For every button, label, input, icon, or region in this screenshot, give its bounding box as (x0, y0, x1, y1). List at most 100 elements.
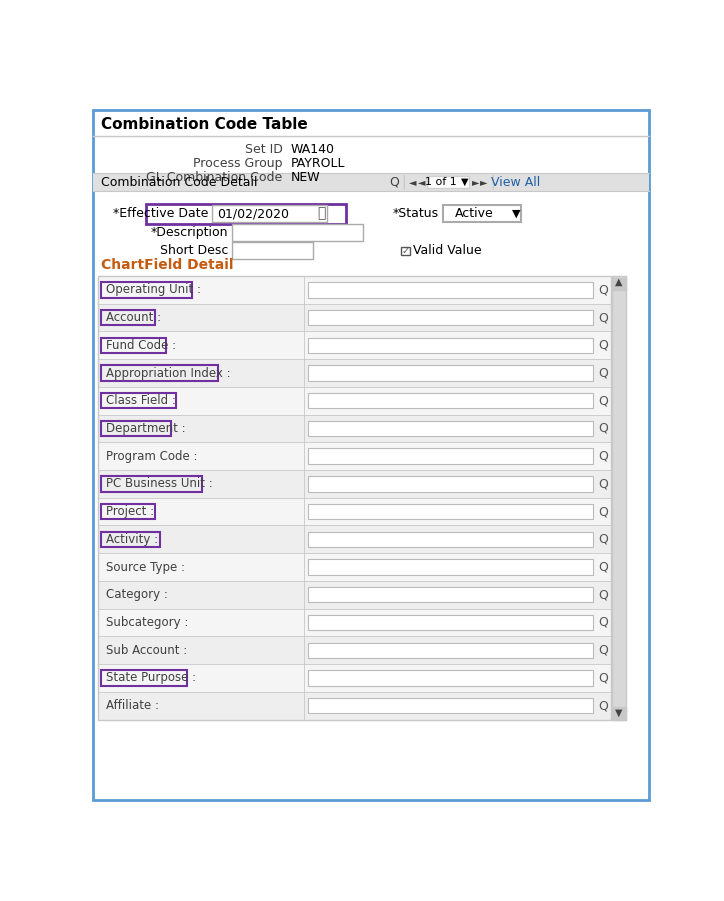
Bar (308, 393, 594, 408)
Text: ▼: ▼ (615, 707, 623, 717)
Text: |: | (490, 175, 495, 189)
Text: Set ID: Set ID (245, 143, 282, 156)
Text: Department :: Department : (106, 422, 185, 435)
Text: Operating Unit :: Operating Unit : (106, 283, 201, 296)
Bar (98, 276, 611, 304)
Bar (308, 310, 594, 325)
Text: Sub Account :: Sub Account : (106, 643, 188, 657)
Text: NEW: NEW (290, 171, 320, 184)
Text: ✓: ✓ (401, 246, 409, 256)
Bar (98, 581, 611, 608)
Bar (101, 338, 166, 353)
Text: PC Business Unit :: PC Business Unit : (106, 478, 213, 490)
Bar (101, 670, 187, 686)
Text: Q: Q (390, 176, 399, 188)
Bar (101, 393, 176, 408)
Bar (308, 614, 594, 630)
Text: PAYROLL: PAYROLL (290, 157, 345, 170)
Text: Activity :: Activity : (106, 532, 158, 546)
Text: Class Field :: Class Field : (106, 395, 176, 407)
Text: Category :: Category : (106, 588, 168, 601)
Bar (98, 553, 611, 581)
Bar (427, 176, 468, 188)
Bar (308, 642, 594, 658)
Text: ▼: ▼ (461, 177, 468, 187)
Text: ⧉: ⧉ (317, 206, 326, 221)
Bar (98, 304, 611, 332)
Text: Valid Value: Valid Value (413, 244, 481, 257)
Text: Combination Code Table: Combination Code Table (101, 117, 308, 132)
Text: Source Type :: Source Type : (106, 560, 185, 574)
Bar (93, 173, 649, 191)
Bar (101, 421, 171, 436)
Bar (612, 276, 626, 720)
Text: Affiliate :: Affiliate : (106, 699, 159, 712)
Text: View All: View All (492, 176, 541, 188)
Text: ◄: ◄ (409, 177, 416, 187)
Text: Q: Q (599, 643, 608, 657)
Bar (98, 276, 611, 720)
Text: Short Desc: Short Desc (160, 244, 229, 257)
Bar (101, 532, 160, 547)
Bar (98, 442, 611, 470)
Text: Q: Q (599, 505, 608, 518)
Bar (101, 504, 155, 519)
Text: Subcategory :: Subcategory : (106, 616, 188, 629)
Text: ▼: ▼ (512, 209, 521, 219)
Text: Q: Q (599, 532, 608, 546)
Text: *Status: *Status (393, 207, 439, 220)
Bar (98, 332, 611, 359)
Bar (146, 204, 346, 223)
Bar (612, 278, 626, 290)
Bar (308, 282, 594, 297)
Bar (101, 365, 218, 381)
Text: Active: Active (455, 207, 494, 220)
Text: WA140: WA140 (290, 143, 334, 156)
Bar (98, 497, 611, 525)
Bar (308, 698, 594, 714)
Text: Appropriation Index :: Appropriation Index : (106, 367, 231, 379)
Bar (98, 359, 611, 387)
Bar (98, 414, 611, 442)
Bar (232, 223, 363, 241)
Bar (98, 525, 611, 553)
Text: 1 of 1: 1 of 1 (425, 177, 457, 187)
Bar (101, 310, 155, 325)
Text: Q: Q (599, 311, 608, 324)
Bar (308, 365, 594, 381)
Text: *Description: *Description (151, 225, 229, 239)
Bar (308, 449, 594, 464)
Bar (212, 205, 327, 222)
Text: State Purpose :: State Purpose : (106, 671, 196, 685)
Bar (98, 664, 611, 692)
Bar (308, 560, 594, 575)
Bar (98, 608, 611, 636)
Text: Q: Q (599, 450, 608, 462)
Text: Fund Code :: Fund Code : (106, 339, 176, 351)
Text: Q: Q (599, 367, 608, 379)
Text: Q: Q (599, 671, 608, 685)
Text: Process Group: Process Group (193, 157, 282, 170)
Bar (308, 477, 594, 492)
Bar (308, 532, 594, 547)
Bar (308, 587, 594, 603)
Bar (612, 707, 626, 720)
Text: Q: Q (599, 339, 608, 351)
Text: Account :: Account : (106, 311, 161, 324)
Text: Q: Q (599, 560, 608, 574)
Text: Q: Q (599, 283, 608, 296)
Text: ChartField Detail: ChartField Detail (101, 259, 234, 272)
Bar (98, 692, 611, 720)
Text: Program Code :: Program Code : (106, 450, 198, 462)
Text: Q: Q (599, 422, 608, 435)
Bar (308, 338, 594, 353)
Text: *Effective Date: *Effective Date (113, 207, 209, 220)
Bar (98, 470, 611, 497)
Text: ▲: ▲ (615, 277, 623, 287)
Bar (101, 282, 192, 297)
Text: GL Combination Code: GL Combination Code (146, 171, 282, 184)
Text: |: | (401, 175, 406, 189)
Bar (308, 421, 594, 436)
Bar (98, 387, 611, 414)
Text: Q: Q (599, 478, 608, 490)
